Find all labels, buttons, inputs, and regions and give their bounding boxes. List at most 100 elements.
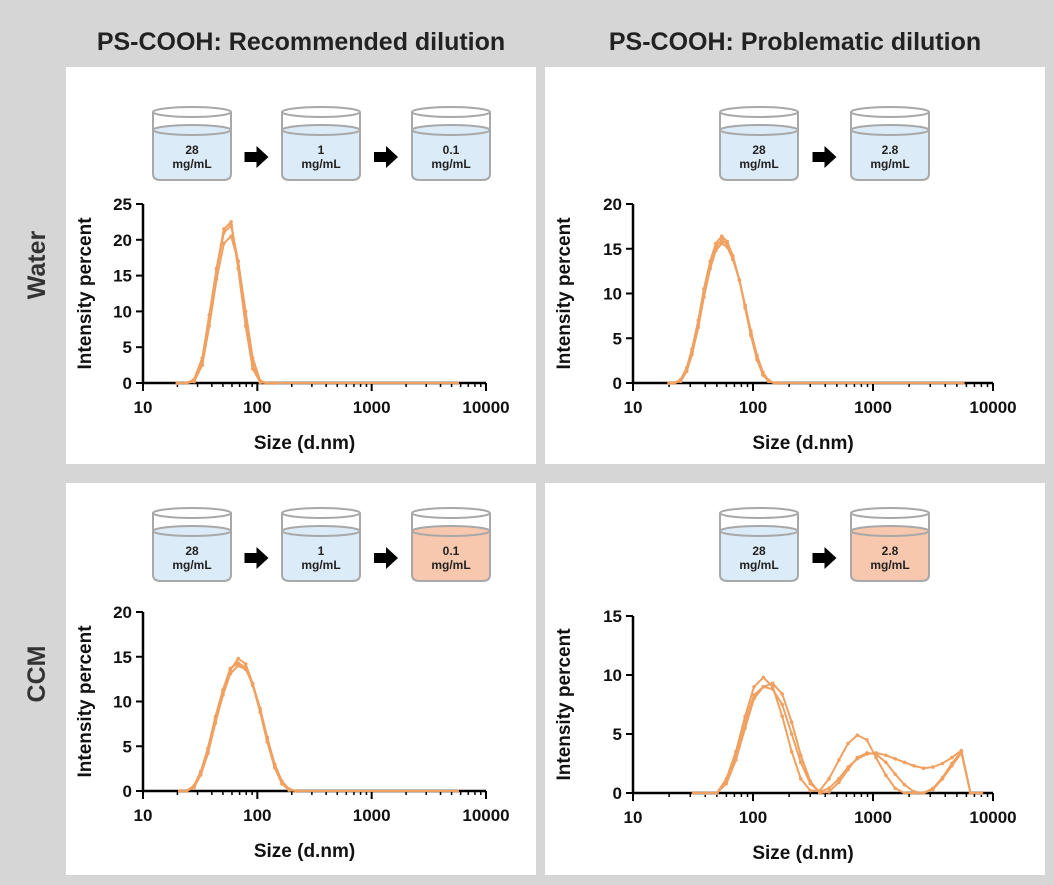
x-tick-label: 1000: [854, 808, 892, 827]
beaker-unit: mg/mL: [172, 558, 211, 572]
data-point: [855, 756, 860, 761]
y-tick-label: 20: [113, 603, 132, 622]
data-point: [789, 720, 794, 724]
data-point: [780, 692, 784, 696]
beaker-liquid-surface: [152, 124, 232, 136]
beaker-liquid: [282, 130, 360, 180]
beaker-rim: [719, 106, 799, 118]
data-point: [772, 381, 777, 385]
x-axis-title: Size (d.nm): [752, 843, 853, 864]
data-point: [720, 238, 724, 242]
data-point: [874, 751, 878, 755]
y-tick-label: 10: [603, 666, 622, 685]
beaker-icon-2: 2.8mg/mL: [850, 106, 930, 181]
data-point: [737, 278, 742, 282]
y-tick-label: 20: [113, 231, 132, 250]
beaker-liquid-surface: [281, 525, 361, 537]
x-tick-label: 100: [243, 398, 271, 417]
beaker-concentration: 28: [185, 544, 199, 558]
right-arrow-icon: [244, 146, 269, 168]
data-point: [236, 259, 240, 264]
data-point: [846, 741, 850, 746]
x-tick-label: 100: [243, 806, 271, 825]
column-title-recommended: PS-COOH: Recommended dilution: [96, 28, 506, 56]
beaker-icon-3: 0.1mg/mL: [411, 106, 491, 181]
data-point: [780, 714, 784, 719]
data-point: [865, 752, 869, 756]
data-point: [893, 772, 897, 776]
data-point: [236, 663, 240, 668]
data-point: [798, 760, 803, 765]
y-tick-label: 0: [613, 374, 622, 393]
beaker-liquid: [282, 531, 360, 581]
right-arrow-icon: [374, 146, 398, 168]
data-point: [743, 720, 747, 724]
x-tick-label: 100: [739, 398, 767, 417]
data-point: [912, 790, 916, 794]
data-point: [884, 753, 888, 758]
beaker-concentration: 2.8: [882, 544, 899, 558]
data-point: [250, 363, 255, 367]
beaker-unit: mg/mL: [301, 558, 340, 572]
x-tick-label: 10000: [462, 398, 509, 417]
beaker-liquid-surface: [281, 124, 361, 136]
beaker-concentration: 28: [752, 544, 766, 558]
data-point: [708, 266, 713, 271]
data-point: [902, 782, 907, 787]
data-point: [703, 791, 708, 795]
data-point: [280, 779, 284, 783]
beaker-wall: [411, 112, 491, 181]
x-tick-label: 10000: [969, 808, 1016, 827]
right-arrow-icon: [812, 146, 837, 168]
beaker-wall: [281, 513, 361, 582]
y-axis-title: Intensity percent: [75, 625, 96, 778]
y-tick-label: 0: [123, 374, 132, 393]
data-point: [206, 751, 210, 756]
x-tick-label: 10: [624, 398, 643, 417]
data-point: [221, 693, 225, 698]
y-tick-label: 20: [603, 195, 622, 214]
beaker-liquid-surface: [411, 525, 491, 537]
x-tick-label: 10: [134, 806, 153, 825]
x-tick-label: 1000: [353, 398, 391, 417]
data-point: [192, 785, 196, 790]
beaker-concentration: 0.1: [443, 143, 460, 157]
beaker-unit: mg/mL: [739, 558, 778, 572]
data-point: [921, 766, 926, 771]
beaker-rim: [850, 507, 930, 519]
data-point: [884, 760, 888, 765]
beaker-liquid-surface: [152, 525, 232, 537]
data-point: [959, 748, 964, 753]
y-tick-label: 15: [113, 267, 132, 286]
data-point: [865, 738, 869, 742]
data-point: [724, 779, 729, 783]
beaker-liquid-surface: [719, 525, 799, 537]
y-tick-label: 10: [113, 302, 132, 321]
data-point: [236, 656, 240, 661]
beaker-icon-2: 1mg/mL: [281, 507, 361, 582]
data-point: [893, 756, 897, 761]
beaker-wall: [411, 513, 491, 582]
data-point: [789, 749, 794, 754]
y-tick-label: 15: [603, 607, 622, 626]
data-point: [950, 755, 954, 760]
data-point: [265, 381, 270, 385]
data-point: [827, 786, 831, 791]
data-point: [940, 761, 945, 766]
data-point: [979, 791, 984, 795]
column-title-problematic: PS-COOH: Problematic dilution: [608, 28, 982, 56]
series-line-1: [693, 676, 982, 794]
data-point: [720, 241, 724, 246]
data-point: [672, 381, 676, 385]
data-point: [243, 309, 248, 314]
beaker-icon-3: 0.1mg/mL: [411, 507, 491, 582]
beaker-liquid-surface: [719, 124, 799, 136]
data-point: [749, 329, 753, 333]
data-point: [817, 790, 822, 794]
beaker-icon-2: 2.8mg/mL: [850, 507, 930, 582]
beaker-wall: [850, 513, 930, 582]
data-point: [287, 787, 292, 792]
